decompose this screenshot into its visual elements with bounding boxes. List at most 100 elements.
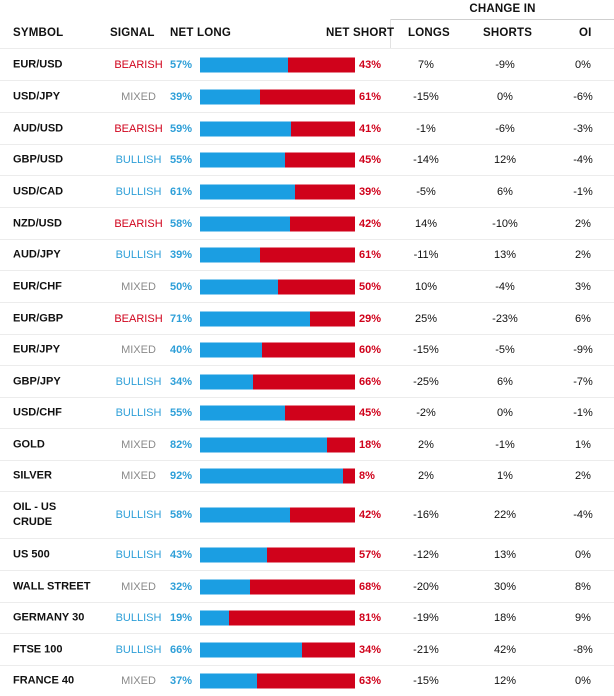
table-row[interactable]: USD/JPY MIXED 39% 61% -15% 0% -6% xyxy=(0,80,614,112)
symbol-cell[interactable]: OIL - US CRUDE xyxy=(13,501,57,528)
symbol-cell[interactable]: FRANCE 40 xyxy=(13,674,75,687)
net-long-value: 19% xyxy=(169,612,192,624)
table-row[interactable]: USD/CHF BULLISH 55% 45% -2% 0% -1% xyxy=(0,397,614,428)
table-row[interactable]: EUR/JPY MIXED 40% 60% -15% -5% -9% xyxy=(0,334,614,365)
net-long-value: 43% xyxy=(169,548,192,561)
table-row[interactable]: US 500 BULLISH 43% 57% -12% 13% 0% xyxy=(0,538,614,570)
table-row[interactable]: GBP/USD BULLISH 55% 45% -14% 12% -4% xyxy=(0,144,614,175)
symbol-cell[interactable]: USD/JPY xyxy=(13,90,61,102)
longs-column-header[interactable]: LONGS xyxy=(408,27,450,39)
symbol-cell[interactable]: EUR/CHF xyxy=(13,280,62,292)
symbol-cell[interactable]: GERMANY 30 xyxy=(13,611,85,624)
longs-change-value: -2% xyxy=(416,407,436,419)
table-row[interactable]: EUR/USD BEARISH 57% 43% 7% -9% 0% xyxy=(0,48,614,80)
net-short-value: 42% xyxy=(359,509,382,521)
table-row[interactable]: AUD/USD BEARISH 59% 41% -1% -6% -3% xyxy=(0,112,614,144)
shorts-change-value: 12% xyxy=(493,675,517,687)
table-row[interactable]: USD/CAD BULLISH 61% 39% -5% 6% -1% xyxy=(0,175,614,207)
shorts-change-value: 0% xyxy=(497,90,513,103)
oi-change-value: -9% xyxy=(573,344,593,356)
net-short-value: 29% xyxy=(359,312,382,325)
long-bar-segment xyxy=(200,184,295,199)
short-bar-segment xyxy=(291,121,355,136)
table-row[interactable]: WALL STREET MIXED 32% 68% -20% 30% 8% xyxy=(0,570,614,602)
symbol-cell[interactable]: USD/CAD xyxy=(13,185,64,197)
table-row[interactable]: OIL - US CRUDE BULLISH 58% 42% -16% 22% -4% xyxy=(0,491,614,538)
table-body: EUR/USD BEARISH 57% 43% 7% -9% 0% USD/JPY MIXED 3… xyxy=(0,48,614,696)
symbol-cell[interactable]: FTSE 100 xyxy=(13,643,63,655)
symbol-cell[interactable]: EUR/GBP xyxy=(13,312,64,324)
sentiment-bar xyxy=(200,152,355,168)
long-bar-segment xyxy=(200,610,230,626)
net-short-value: 42% xyxy=(359,217,382,230)
table-row[interactable]: SILVER MIXED 92% 8% 2% 1% 2% xyxy=(0,460,614,491)
shorts-change-value: -23% xyxy=(492,312,518,325)
shorts-change-value: 18% xyxy=(493,612,517,624)
symbol-cell[interactable]: EUR/USD xyxy=(13,58,63,70)
oi-column-header[interactable]: OI xyxy=(579,27,592,39)
oi-change-value: 0% xyxy=(575,548,591,561)
symbol-cell[interactable]: USD/CHF xyxy=(13,406,62,419)
symbol-cell[interactable]: AUD/USD xyxy=(13,122,64,134)
symbol-cell[interactable]: NZD/USD xyxy=(13,217,62,229)
net-long-value: 82% xyxy=(169,438,192,451)
table-row[interactable]: EUR/GBP BEARISH 71% 29% 25% -23% 6% xyxy=(0,302,614,334)
net-long-column-header[interactable]: NET LONG xyxy=(170,27,232,39)
sentiment-bar xyxy=(200,547,355,562)
symbol-cell[interactable]: GBP/JPY xyxy=(13,375,61,387)
longs-change-value: 2% xyxy=(418,438,434,451)
shorts-change-value: -5% xyxy=(495,344,515,356)
sentiment-bar xyxy=(200,468,355,484)
table-row[interactable]: EUR/CHF MIXED 50% 50% 10% -4% 3% xyxy=(0,270,614,302)
shorts-change-value: -9% xyxy=(495,58,515,71)
table-row[interactable]: GBP/JPY BULLISH 34% 66% -25% 6% -7% xyxy=(0,365,614,397)
short-bar-segment xyxy=(260,247,355,263)
symbol-cell[interactable]: GBP/USD xyxy=(13,153,64,166)
table-row[interactable]: NZD/USD BEARISH 58% 42% 14% -10% 2% xyxy=(0,207,614,239)
sentiment-bar xyxy=(200,279,355,294)
net-short-value: 63% xyxy=(359,675,382,687)
longs-change-value: -20% xyxy=(413,580,439,593)
signal-cell: BEARISH xyxy=(114,58,163,71)
net-long-value: 40% xyxy=(169,344,192,356)
symbol-cell[interactable]: EUR/JPY xyxy=(13,343,61,356)
signal-cell: BEARISH xyxy=(114,122,163,135)
sentiment-bar xyxy=(200,89,355,104)
long-bar-segment xyxy=(200,374,253,389)
symbol-column-header[interactable]: SYMBOL xyxy=(13,27,64,39)
signal-cell: BULLISH xyxy=(115,185,162,198)
symbol-cell[interactable]: AUD/JPY xyxy=(13,248,61,261)
short-bar-segment xyxy=(262,342,355,358)
table-row[interactable]: FRANCE 40 MIXED 37% 63% -15% 12% 0% xyxy=(0,665,614,696)
sentiment-bar xyxy=(200,184,355,199)
shorts-change-value: -6% xyxy=(495,122,515,135)
symbol-cell[interactable]: SILVER xyxy=(13,469,52,482)
symbol-cell[interactable]: WALL STREET xyxy=(13,580,91,592)
shorts-column-header[interactable]: SHORTS xyxy=(483,27,533,39)
signal-cell: MIXED xyxy=(121,438,156,451)
shorts-change-value: 12% xyxy=(493,154,517,166)
symbol-cell[interactable]: US 500 xyxy=(13,548,50,560)
sentiment-bar xyxy=(200,579,355,594)
short-bar-segment xyxy=(288,57,355,72)
net-short-column-header[interactable]: NET SHORT xyxy=(326,27,395,39)
short-bar-segment xyxy=(285,405,355,421)
long-bar-segment xyxy=(200,247,261,263)
net-short-value: 34% xyxy=(359,643,382,656)
signal-cell: BULLISH xyxy=(115,509,162,521)
table-row[interactable]: AUD/JPY BULLISH 39% 61% -11% 13% 2% xyxy=(0,239,614,270)
sentiment-bar xyxy=(200,507,355,523)
longs-change-value: 2% xyxy=(418,470,434,482)
long-bar-segment xyxy=(200,405,286,421)
net-long-value: 55% xyxy=(169,407,192,419)
oi-change-value: 6% xyxy=(575,312,591,325)
table-row[interactable]: FTSE 100 BULLISH 66% 34% -21% 42% -8% xyxy=(0,633,614,665)
signal-cell: BULLISH xyxy=(115,375,162,388)
table-row[interactable]: GOLD MIXED 82% 18% 2% -1% 1% xyxy=(0,428,614,460)
sentiment-bar xyxy=(200,57,355,72)
symbol-cell[interactable]: GOLD xyxy=(13,438,45,450)
table-row[interactable]: GERMANY 30 BULLISH 19% 81% -19% 18% 9% xyxy=(0,602,614,633)
short-bar-segment xyxy=(289,216,355,231)
signal-column-header[interactable]: SIGNAL xyxy=(110,27,155,39)
sentiment-bar xyxy=(200,673,355,689)
